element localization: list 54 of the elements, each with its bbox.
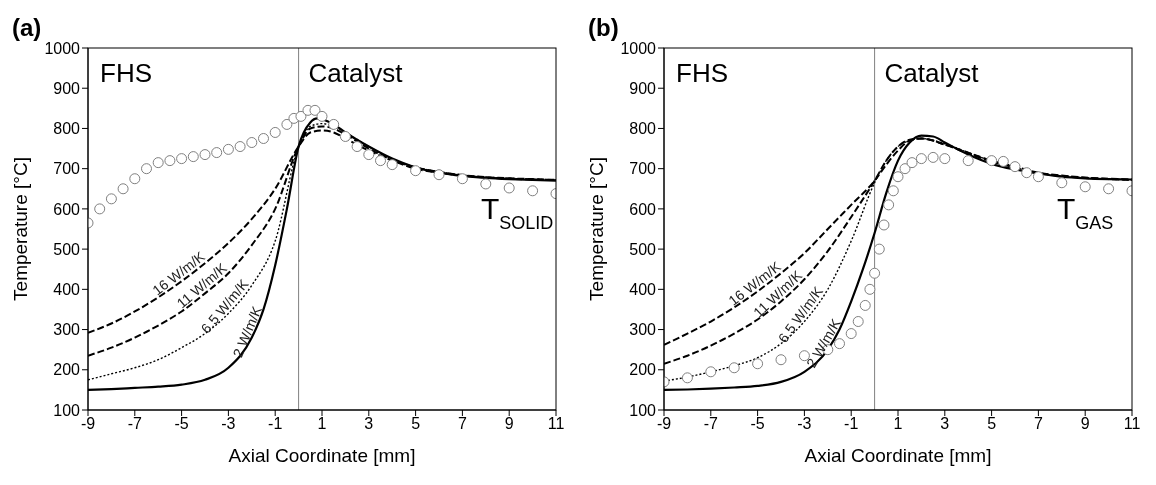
y-tick-label: 400 — [629, 281, 657, 299]
x-tick-label: 9 — [1080, 415, 1090, 433]
x-tick-label: -5 — [750, 415, 765, 433]
x-tick-label: 3 — [364, 415, 374, 433]
x-tick-label: 7 — [457, 415, 467, 433]
annotation: T$_{SOLID}$ — [481, 191, 554, 233]
y-tick-label: 700 — [53, 160, 81, 178]
annotation: Catalyst — [308, 58, 404, 88]
y-tick-label: 900 — [629, 79, 657, 97]
y-tick-label: 800 — [629, 120, 657, 138]
y-tick-label: 300 — [53, 321, 81, 339]
chart-title: (a) — [12, 14, 42, 41]
x-tick-label: -9 — [656, 415, 672, 433]
x-axis-title: Axial Coordinate [mm] — [804, 445, 992, 466]
annotation: FHS — [100, 58, 152, 88]
x-tick-label: -7 — [703, 415, 719, 433]
x-tick-label: 9 — [504, 415, 514, 433]
x-tick-label: 11 — [547, 415, 565, 433]
x-tick-label: -3 — [221, 415, 236, 433]
y-tick-label: 900 — [53, 79, 81, 97]
x-tick-label: -5 — [174, 415, 189, 433]
y-tick-label: 1000 — [44, 39, 81, 57]
x-tick-label: 5 — [987, 415, 997, 433]
x-tick-label: -9 — [80, 415, 96, 433]
x-tick-label: -1 — [268, 415, 283, 433]
y-tick-label: 400 — [53, 281, 81, 299]
y-tick-label: 600 — [53, 200, 81, 218]
x-axis-title: Axial Coordinate [mm] — [228, 445, 416, 466]
chart-title: (b) — [588, 14, 619, 41]
y-tick-label: 500 — [53, 240, 81, 258]
annotation: Catalyst — [884, 58, 980, 88]
y-tick-label: 600 — [629, 200, 657, 218]
x-tick-label: 7 — [1033, 415, 1043, 433]
x-tick-label: -1 — [844, 415, 859, 433]
y-tick-label: 100 — [53, 401, 81, 419]
y-tick-label: 800 — [53, 120, 81, 138]
y-tick-label: 200 — [629, 361, 657, 379]
x-tick-label: 1 — [317, 415, 327, 433]
x-tick-label: 3 — [940, 415, 950, 433]
x-tick-label: 1 — [893, 415, 903, 433]
y-tick-label: 200 — [53, 361, 81, 379]
y-tick-label: 1000 — [620, 39, 657, 57]
y-axis-title: Temperature [°C] — [585, 157, 607, 301]
x-tick-label: -7 — [127, 415, 143, 433]
y-tick-label: 300 — [629, 321, 657, 339]
annotation: FHS — [676, 58, 728, 88]
y-tick-label: 500 — [629, 240, 657, 258]
y-tick-label: 700 — [629, 160, 657, 178]
x-tick-label: 5 — [411, 415, 421, 433]
y-tick-label: 100 — [629, 401, 657, 419]
x-tick-label: 11 — [1123, 415, 1141, 433]
y-axis-title: Temperature [°C] — [9, 157, 31, 301]
x-tick-label: -3 — [797, 415, 812, 433]
annotation: T$_{GAS}$ — [1057, 191, 1114, 233]
